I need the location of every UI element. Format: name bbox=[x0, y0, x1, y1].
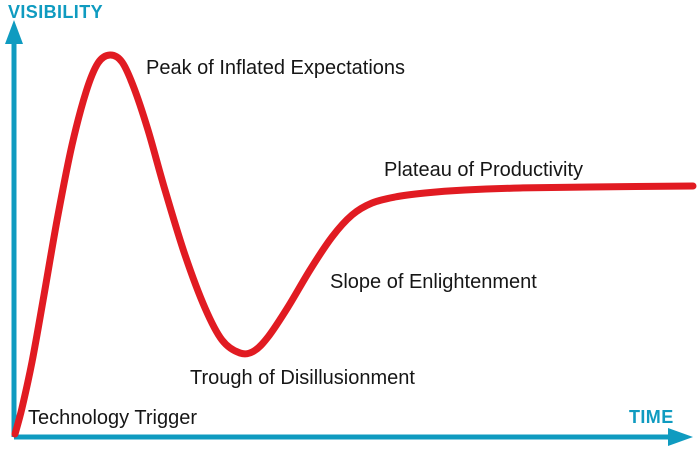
x-axis-arrow-icon bbox=[668, 428, 693, 446]
y-axis-arrow-icon bbox=[5, 20, 23, 44]
annotation-peak-of-inflated-expectations: Peak of Inflated Expectations bbox=[146, 57, 406, 79]
x-axis-label: TIME bbox=[629, 407, 674, 427]
y-axis-label: VISIBILITY bbox=[8, 2, 104, 22]
annotation-slope-of-enlightenment: Slope of Enlightenment bbox=[330, 271, 537, 293]
annotation-technology-trigger: Technology Trigger bbox=[28, 407, 197, 429]
hype-curve bbox=[11, 51, 697, 438]
annotation-plateau-of-productivity: Plateau of Productivity bbox=[384, 159, 583, 181]
annotation-trough-of-disillusionment: Trough of Disillusionment bbox=[190, 367, 415, 389]
